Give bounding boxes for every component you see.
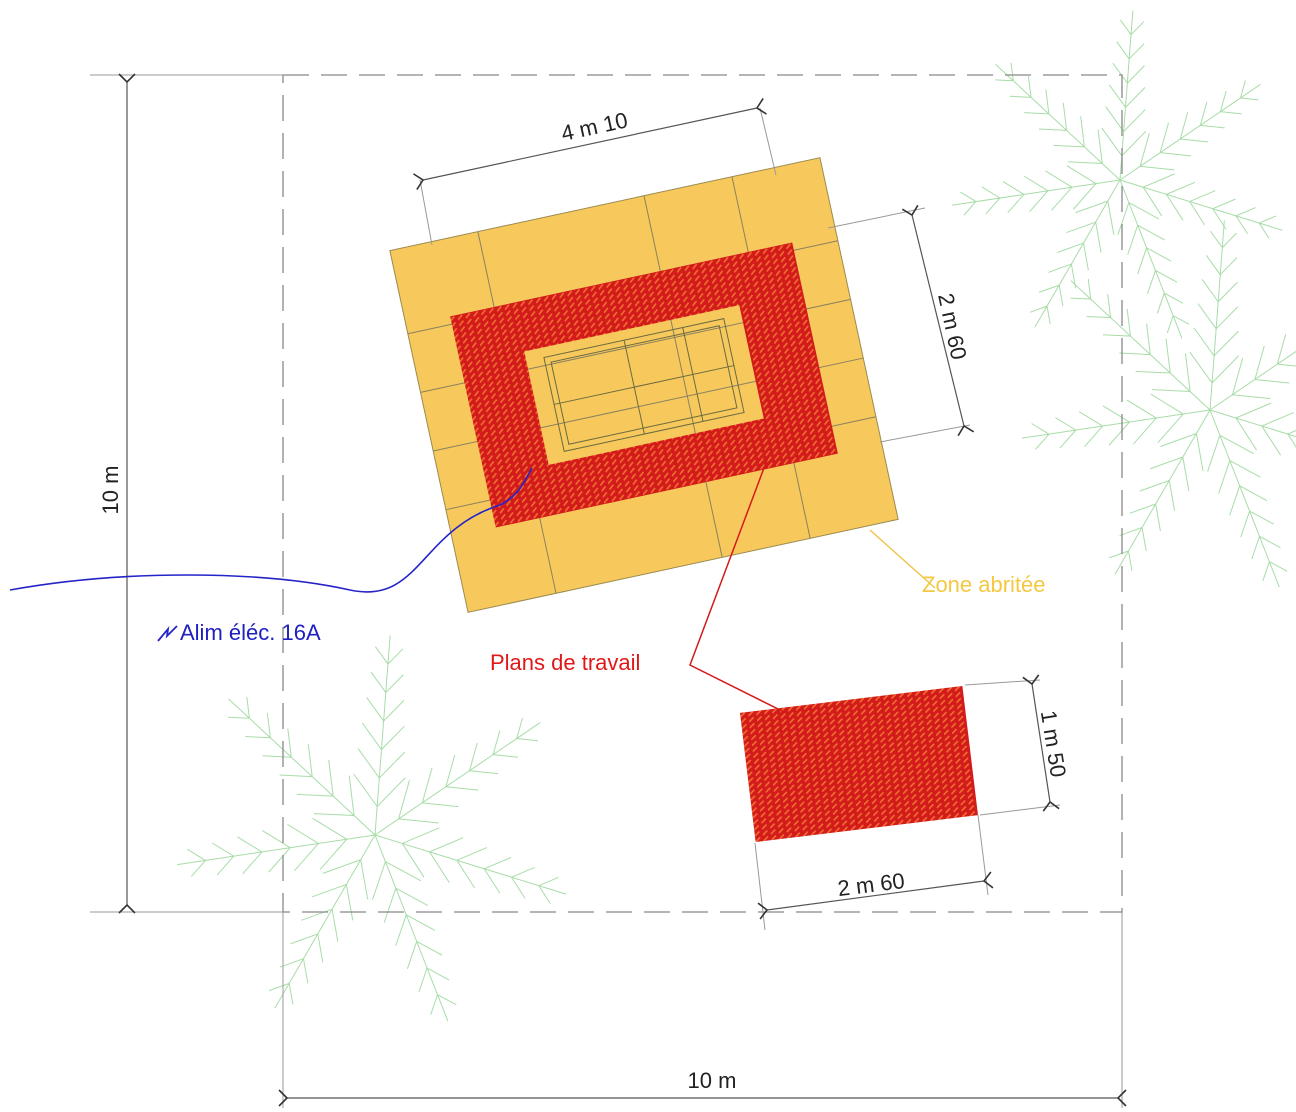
shelter-label: Zone abritée (922, 572, 1046, 597)
worktop-leader (689, 451, 791, 716)
power-icon (157, 625, 178, 642)
dimension-label: 4 m 10 (559, 107, 630, 146)
site-boundary (282, 74, 1123, 913)
tree (177, 635, 567, 1022)
dimension-label: 10 m (688, 1068, 737, 1093)
power-label: Alim éléc. 16A (180, 620, 321, 645)
worktop-label: Plans de travail (490, 650, 640, 675)
dimension-label: 2 m 60 (836, 868, 906, 901)
bench (740, 686, 978, 842)
worktop-ring (450, 242, 838, 528)
dimension-label: 10 m (98, 466, 123, 515)
inner-frame (543, 318, 745, 452)
tree (1022, 220, 1296, 588)
dimension-label: 1 m 50 (1036, 709, 1071, 779)
shelter-leader (869, 529, 936, 589)
shelter (389, 157, 899, 613)
dimension-lines (118, 73, 1127, 1107)
tree (951, 10, 1283, 339)
bench-worktop (740, 686, 978, 842)
trees (177, 10, 1296, 1022)
power-cable (9, 467, 533, 593)
